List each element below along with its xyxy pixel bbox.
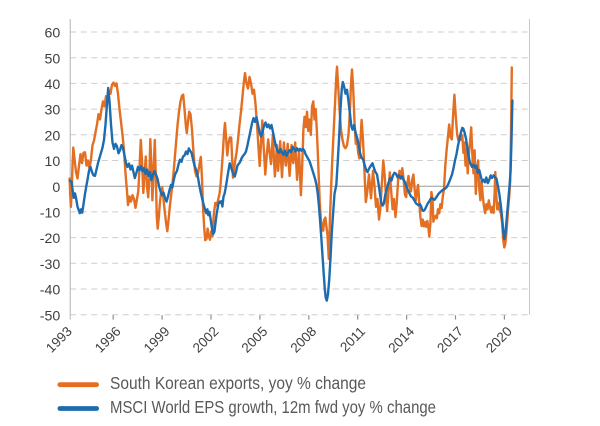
svg-text:30: 30 xyxy=(45,103,61,119)
svg-text:-20: -20 xyxy=(40,231,61,247)
svg-text:-30: -30 xyxy=(40,257,61,273)
svg-text:MSCI World EPS growth, 12m fwd: MSCI World EPS growth, 12m fwd yoy % cha… xyxy=(110,397,436,417)
svg-text:20: 20 xyxy=(45,128,61,144)
svg-text:50: 50 xyxy=(45,51,61,67)
svg-text:0: 0 xyxy=(52,180,60,196)
svg-text:South Korean exports, yoy % ch: South Korean exports, yoy % change xyxy=(110,373,366,393)
svg-text:10: 10 xyxy=(45,154,61,170)
svg-text:-40: -40 xyxy=(40,283,61,299)
svg-text:-50: -50 xyxy=(40,308,61,324)
svg-text:-10: -10 xyxy=(40,206,61,222)
svg-text:60: 60 xyxy=(45,26,61,42)
svg-text:40: 40 xyxy=(45,77,61,93)
